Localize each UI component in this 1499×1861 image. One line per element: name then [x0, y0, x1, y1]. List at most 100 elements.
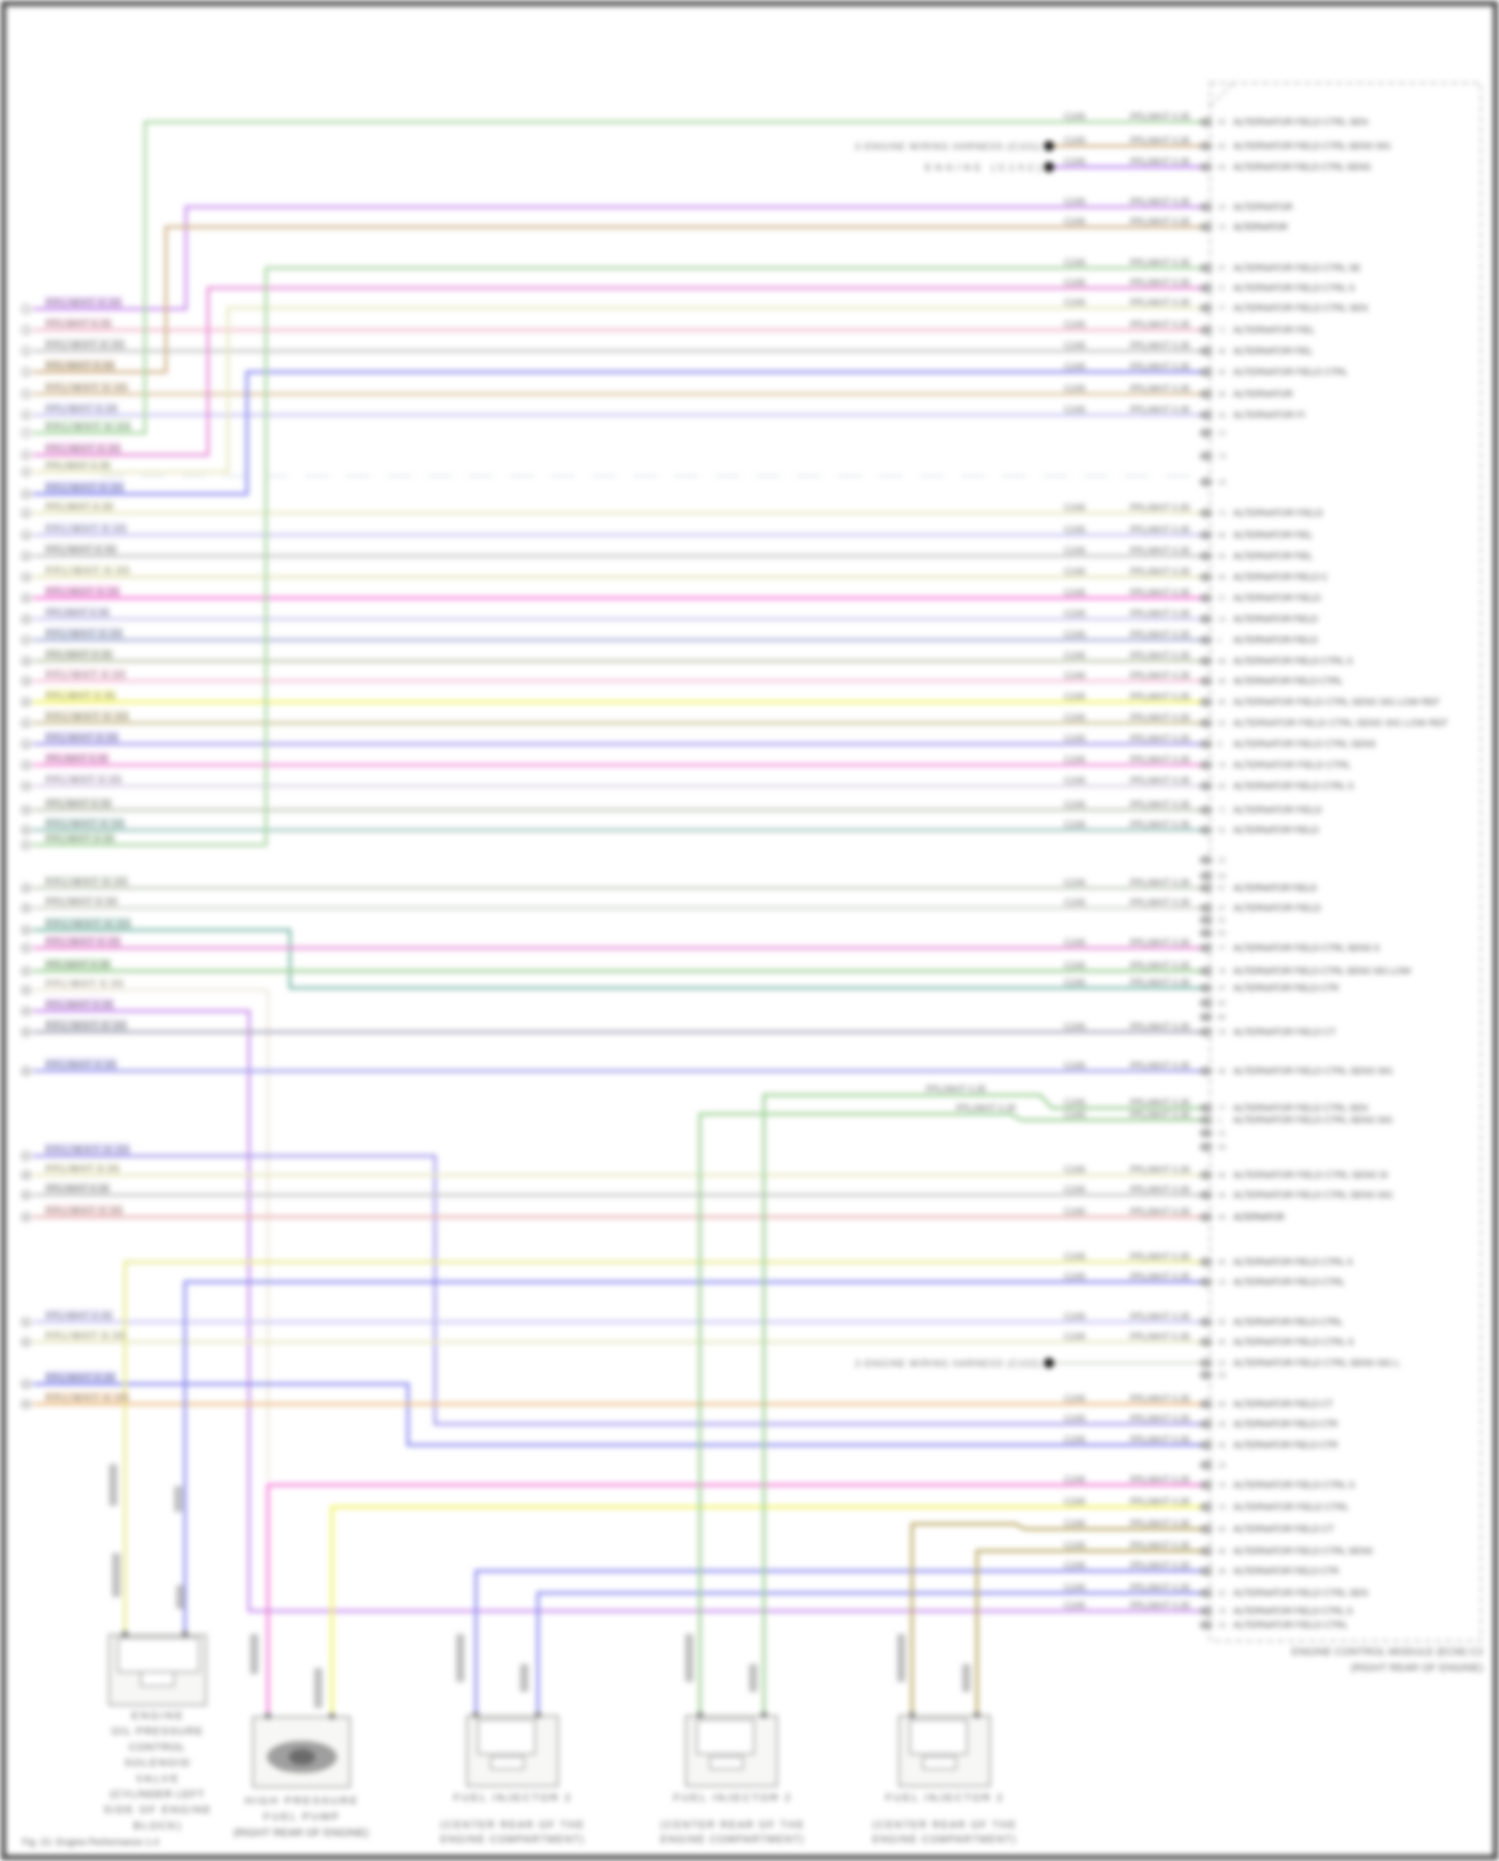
- svg-text:C245: C245: [1064, 112, 1086, 122]
- svg-text:PPL/WHT 0.35: PPL/WHT 0.35: [1130, 609, 1190, 619]
- svg-text:77: 77: [1218, 306, 1226, 313]
- svg-text:12: 12: [1218, 1131, 1226, 1138]
- svg-text:ALTERNATOR FIELD CTRL SEN: ALTERNATOR FIELD CTRL SEN: [1233, 1103, 1368, 1114]
- svg-text:C245: C245: [1064, 384, 1086, 394]
- svg-text:43: 43: [22, 1381, 30, 1388]
- svg-text:1: 1: [1218, 1118, 1222, 1125]
- svg-text:C245: C245: [1064, 898, 1086, 908]
- svg-text:66: 66: [1218, 533, 1226, 540]
- svg-text:PPL/WHT 0.35: PPL/WHT 0.35: [46, 960, 110, 970]
- svg-text:PPL/WHT 0.35: PPL/WHT 0.35: [1130, 546, 1190, 556]
- svg-text:ALTERNATOR FIELD CT: ALTERNATOR FIELD CT: [1233, 1399, 1333, 1410]
- svg-text:ALTERNATOR FIELD: ALTERNATOR FIELD: [1233, 903, 1321, 914]
- svg-text:26: 26: [1218, 1373, 1226, 1380]
- svg-text:46: 46: [1218, 1193, 1226, 1200]
- svg-text:37: 37: [1218, 266, 1226, 273]
- svg-text:ENGINE COMPARTMENT): ENGINE COMPARTMENT): [441, 1835, 584, 1846]
- svg-text:ALTERNATOR FIELD CTRL SE: ALTERNATOR FIELD CTRL SE: [1233, 263, 1361, 274]
- svg-text:PPL/WHT 0.35: PPL/WHT 0.35: [1130, 136, 1190, 146]
- svg-text:PPL/WHT 0.35: PPL/WHT 0.35: [46, 444, 120, 454]
- svg-text:28: 28: [22, 885, 30, 892]
- svg-text:ENGINE COMPARTMENT): ENGINE COMPARTMENT): [661, 1835, 804, 1846]
- svg-text:C245: C245: [1064, 1561, 1086, 1571]
- svg-text:PPL/WHT 0.35: PPL/WHT 0.35: [1130, 713, 1190, 723]
- svg-text:ALTERNATOR FIELD CTRL: ALTERNATOR FIELD CTRL: [1233, 367, 1348, 378]
- svg-text:PPL/WHT 0.35: PPL/WHT 0.35: [46, 799, 111, 809]
- svg-text:PPL/WHT 0.35: PPL/WHT 0.35: [1130, 1061, 1190, 1071]
- svg-text:48: 48: [1218, 679, 1226, 686]
- svg-text:PPL/WHT 0.35: PPL/WHT 0.35: [46, 422, 130, 432]
- svg-text:C245: C245: [1064, 776, 1086, 786]
- svg-text:ALTERNATOR FIELD CTRL SENS SIG: ALTERNATOR FIELD CTRL SENS SIG: [1233, 141, 1391, 152]
- svg-text:17: 17: [1218, 286, 1226, 293]
- svg-text:14: 14: [1218, 617, 1226, 624]
- svg-text:ALTERNATOR FIELD CT: ALTERNATOR FIELD CT: [1233, 1027, 1336, 1038]
- svg-text:45: 45: [1218, 370, 1226, 377]
- svg-text:PPL/WHT 0.35: PPL/WHT 0.35: [1130, 1414, 1190, 1424]
- svg-text:PPL/WHT 0.35: PPL/WHT 0.35: [1130, 776, 1190, 786]
- svg-text:PPL/WHT 0.35: PPL/WHT 0.35: [46, 298, 121, 308]
- svg-text:PPL/WHT 0.35: PPL/WHT 0.35: [926, 1084, 986, 1094]
- svg-text:OIL PRESSURE: OIL PRESSURE: [112, 1726, 203, 1738]
- svg-text:26: 26: [1218, 413, 1226, 420]
- svg-text:50: 50: [1218, 165, 1226, 172]
- svg-text:C245: C245: [1064, 217, 1086, 227]
- svg-text:C245: C245: [1064, 713, 1086, 723]
- svg-text:PPL/WHT 0.35: PPL/WHT 0.35: [1130, 1185, 1190, 1195]
- svg-text:30: 30: [22, 927, 30, 934]
- svg-text:PPL/WHT 0.35: PPL/WHT 0.35: [46, 650, 112, 660]
- svg-text:44: 44: [22, 1401, 30, 1408]
- svg-text:PPL/WHT 0.35: PPL/WHT 0.35: [46, 712, 128, 722]
- svg-text:72: 72: [1218, 431, 1226, 438]
- svg-text:C245: C245: [1064, 546, 1086, 556]
- svg-text:40: 40: [1218, 575, 1226, 582]
- svg-text:PPL/WHT 0.35: PPL/WHT 0.35: [46, 629, 122, 639]
- svg-text:ALTERNATOR FIELD CTRL: ALTERNATOR FIELD CTRL: [1233, 1502, 1349, 1513]
- svg-text:36: 36: [22, 1068, 30, 1075]
- svg-text:ALTERNATOR FIELD CTR: ALTERNATOR FIELD CTR: [1233, 983, 1339, 994]
- svg-text:ENGINE CONTROL MODULE (ECM) C2: ENGINE CONTROL MODULE (ECM) C2: [1291, 1646, 1483, 1658]
- svg-text:70: 70: [1218, 225, 1226, 232]
- svg-text:ALTERNATOR FIELD CTR: ALTERNATOR FIELD CTR: [1233, 1566, 1339, 1577]
- svg-text:53: 53: [1218, 554, 1226, 561]
- svg-text:2: 2: [24, 327, 28, 334]
- svg-text:25: 25: [22, 807, 30, 814]
- svg-text:PPL/WHT 0.35: PPL/WHT 0.35: [1130, 692, 1190, 702]
- svg-text:C245: C245: [1064, 978, 1086, 988]
- svg-text:PPL/WHT 0.35: PPL/WHT 0.35: [46, 1145, 129, 1155]
- svg-text:ALTERNATOR: ALTERNATOR: [1233, 222, 1288, 233]
- svg-text:12: 12: [22, 532, 30, 539]
- svg-text:ALTERNATOR FIELD CTRL S: ALTERNATOR FIELD CTRL S: [1233, 1257, 1353, 1268]
- svg-text:1: 1: [1218, 638, 1222, 645]
- svg-text:ALTERNATOR FIELD CTRL SENS SIG: ALTERNATOR FIELD CTRL SENS SIG: [1233, 1190, 1393, 1201]
- svg-text:C245: C245: [1064, 525, 1086, 535]
- svg-text:ALTERNATOR FIELD CTRL S: ALTERNATOR FIELD CTRL S: [1233, 283, 1355, 294]
- svg-text:PPL/WHT 0.35: PPL/WHT 0.35: [46, 877, 127, 887]
- svg-text:35: 35: [1218, 700, 1226, 707]
- svg-text:77: 77: [1218, 1106, 1226, 1113]
- svg-text:PPL/WHT 0.35: PPL/WHT 0.35: [1130, 1583, 1190, 1593]
- svg-text:C245: C245: [1064, 1583, 1086, 1593]
- svg-text:C245: C245: [1064, 1394, 1086, 1404]
- svg-text:PPL/WHT 0.35: PPL/WHT 0.35: [1130, 1098, 1190, 1108]
- svg-text:PPL/WHT 0.35: PPL/WHT 0.35: [46, 566, 129, 576]
- svg-text:PPL/WHT 0.35: PPL/WHT 0.35: [1130, 978, 1190, 988]
- svg-text:ALTERNATOR FI: ALTERNATOR FI: [1233, 410, 1305, 421]
- svg-text:PPL/WHT 0.35: PPL/WHT 0.35: [46, 754, 108, 764]
- svg-text:PPL/WHT 0.35: PPL/WHT 0.35: [1130, 755, 1190, 765]
- svg-text:35: 35: [22, 1029, 30, 1036]
- svg-text:37: 37: [22, 1153, 30, 1160]
- svg-text:(CENTER REAR OF THE: (CENTER REAR OF THE: [661, 1820, 804, 1831]
- svg-text:32: 32: [1218, 1591, 1226, 1598]
- svg-text:PPL/WHT 0.35: PPL/WHT 0.35: [1130, 217, 1190, 227]
- svg-text:PPL/WHT 0.35: PPL/WHT 0.35: [1130, 1165, 1190, 1175]
- svg-text:27: 27: [1218, 596, 1226, 603]
- svg-text:7: 7: [24, 430, 28, 437]
- svg-text:PPL/WHT 0.35: PPL/WHT 0.35: [1130, 1272, 1190, 1282]
- svg-text:C245: C245: [1064, 755, 1086, 765]
- svg-text:PPL/WHT 0.35: PPL/WHT 0.35: [1130, 384, 1190, 394]
- svg-text:ALTERNATOR FIEL: ALTERNATOR FIEL: [1233, 551, 1313, 562]
- svg-text:32: 32: [22, 968, 30, 975]
- svg-text:53: 53: [1218, 874, 1226, 881]
- svg-text:26: 26: [22, 827, 30, 834]
